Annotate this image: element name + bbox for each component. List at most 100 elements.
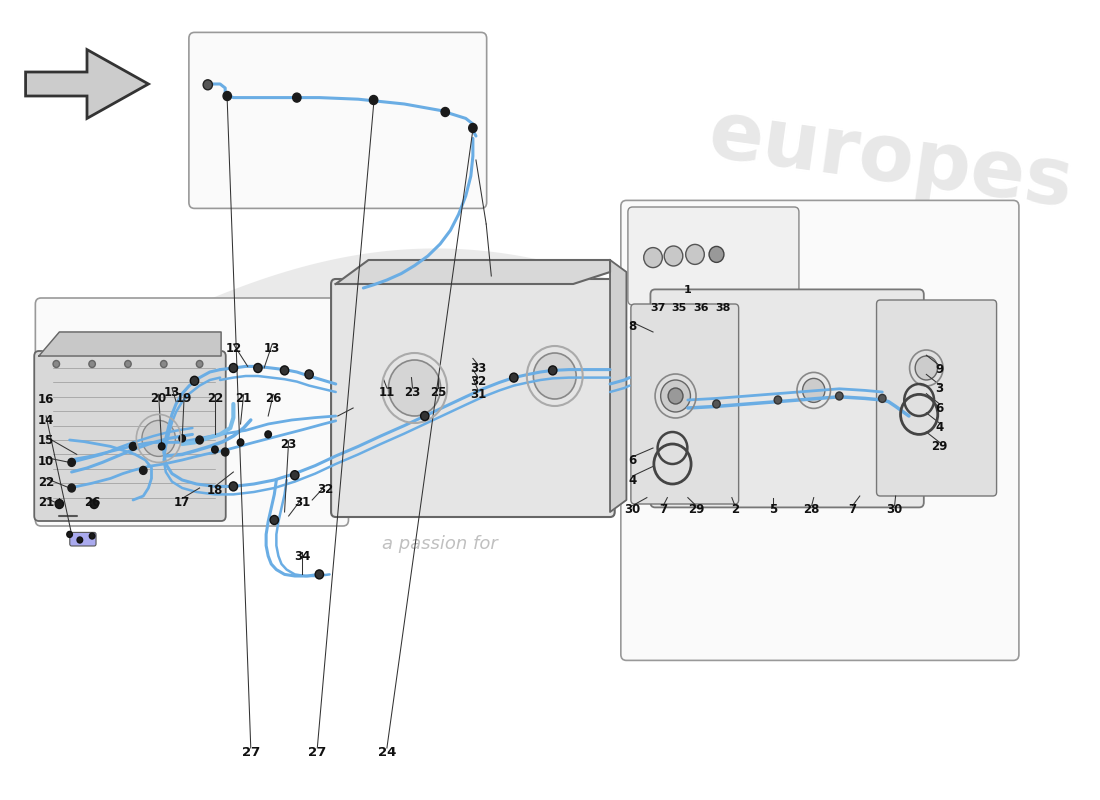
Text: 23: 23 [280, 438, 297, 451]
Text: 4: 4 [628, 474, 637, 486]
Circle shape [130, 442, 136, 450]
Circle shape [549, 366, 557, 375]
Text: 22: 22 [207, 392, 223, 405]
FancyBboxPatch shape [331, 279, 615, 517]
Circle shape [836, 392, 843, 400]
Circle shape [67, 531, 73, 538]
FancyBboxPatch shape [620, 200, 1019, 661]
Circle shape [229, 482, 238, 491]
FancyBboxPatch shape [69, 533, 96, 546]
Circle shape [668, 388, 683, 404]
Circle shape [179, 435, 186, 442]
Text: 7: 7 [848, 503, 857, 516]
Circle shape [420, 411, 429, 421]
Circle shape [915, 356, 937, 380]
Circle shape [89, 361, 96, 367]
Text: 15: 15 [37, 434, 54, 447]
Circle shape [879, 394, 886, 402]
Text: a passion for: a passion for [383, 535, 498, 553]
Circle shape [293, 93, 301, 102]
Polygon shape [25, 50, 149, 118]
Circle shape [388, 360, 441, 416]
Circle shape [68, 484, 76, 492]
Circle shape [441, 107, 450, 117]
FancyBboxPatch shape [34, 351, 225, 521]
Circle shape [90, 499, 98, 509]
Text: 5: 5 [769, 503, 777, 516]
Text: 7: 7 [659, 503, 668, 516]
Text: 32: 32 [470, 375, 486, 388]
Circle shape [211, 446, 218, 453]
Circle shape [370, 95, 377, 105]
Text: 31: 31 [294, 496, 310, 509]
FancyBboxPatch shape [628, 207, 799, 305]
Circle shape [280, 366, 288, 375]
Circle shape [68, 458, 76, 466]
Text: 8: 8 [628, 320, 637, 333]
FancyBboxPatch shape [35, 298, 349, 526]
Text: 27: 27 [308, 746, 327, 758]
Text: 6: 6 [628, 454, 637, 467]
Text: 30: 30 [887, 503, 903, 516]
Circle shape [644, 248, 662, 267]
Text: 37: 37 [650, 303, 666, 313]
Text: 10: 10 [37, 455, 54, 468]
Circle shape [271, 515, 278, 525]
FancyBboxPatch shape [631, 304, 738, 504]
Text: 27: 27 [242, 746, 260, 758]
Text: 12: 12 [226, 342, 242, 354]
Circle shape [774, 396, 782, 404]
Circle shape [509, 373, 518, 382]
Circle shape [290, 470, 299, 480]
Circle shape [53, 361, 59, 367]
Circle shape [140, 466, 147, 474]
Text: 33: 33 [470, 362, 486, 375]
Circle shape [265, 431, 272, 438]
Circle shape [664, 246, 683, 266]
Circle shape [803, 378, 825, 402]
Text: 25: 25 [430, 386, 447, 398]
FancyBboxPatch shape [189, 32, 486, 208]
Circle shape [196, 361, 202, 367]
Text: 30: 30 [625, 503, 640, 516]
Text: 19: 19 [176, 392, 192, 405]
Text: 9: 9 [935, 363, 944, 376]
Text: 23: 23 [405, 386, 420, 398]
Text: 21: 21 [37, 496, 54, 509]
Text: europes: europes [703, 96, 1078, 224]
Text: 1: 1 [684, 285, 692, 294]
Text: 29: 29 [688, 503, 704, 516]
Text: 32: 32 [318, 483, 333, 496]
Text: 36: 36 [693, 303, 708, 313]
Text: 3: 3 [936, 382, 944, 395]
Polygon shape [39, 332, 221, 356]
Circle shape [305, 370, 314, 379]
Circle shape [221, 448, 229, 456]
Text: 21: 21 [235, 392, 252, 405]
FancyBboxPatch shape [650, 290, 924, 507]
Text: 2: 2 [730, 503, 739, 516]
Text: 34: 34 [294, 550, 310, 562]
Circle shape [158, 443, 165, 450]
Text: 11: 11 [378, 386, 395, 398]
Circle shape [124, 361, 131, 367]
Text: 6: 6 [935, 402, 944, 414]
Circle shape [661, 380, 691, 412]
Circle shape [713, 400, 721, 408]
Circle shape [685, 245, 704, 264]
Polygon shape [336, 260, 610, 284]
Text: 24: 24 [377, 746, 396, 758]
Circle shape [142, 421, 175, 456]
Circle shape [196, 436, 204, 444]
Text: 13: 13 [164, 386, 180, 398]
Text: 14: 14 [37, 414, 54, 426]
Circle shape [161, 361, 167, 367]
Circle shape [77, 537, 82, 543]
Circle shape [190, 376, 199, 386]
Circle shape [469, 123, 477, 133]
Text: 28: 28 [803, 503, 820, 516]
Circle shape [223, 91, 231, 101]
Text: 26: 26 [265, 392, 282, 405]
Circle shape [55, 499, 64, 509]
Text: 22: 22 [37, 476, 54, 489]
